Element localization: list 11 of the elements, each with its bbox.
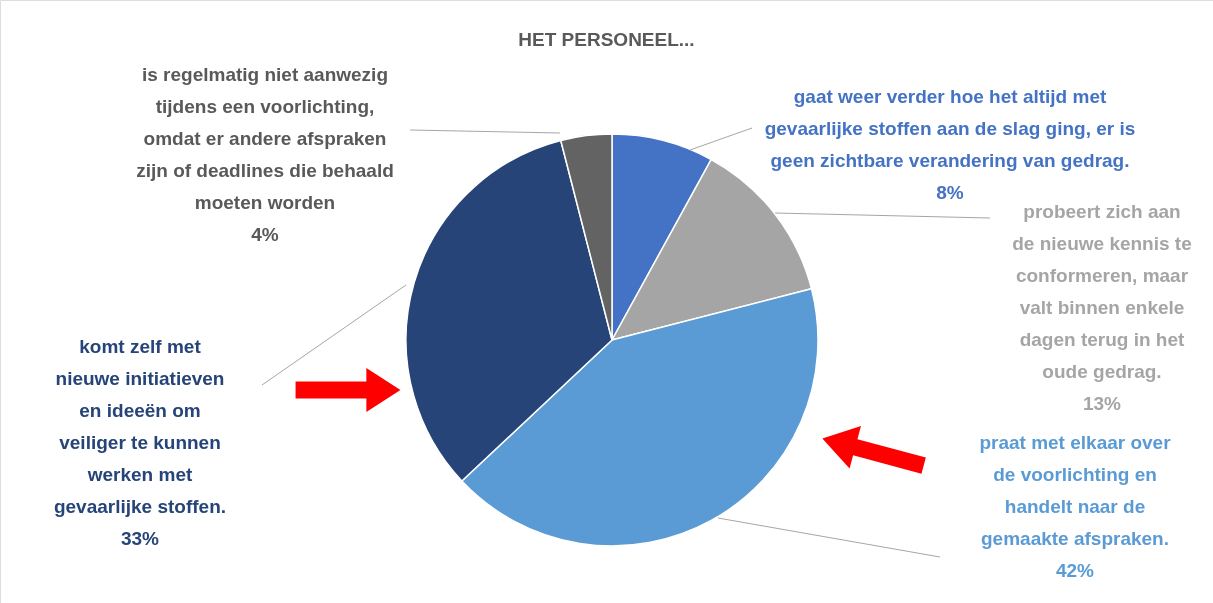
slice-label: probeert zich aan de nieuwe kennis te conformeren, maar valt binnen enkele dagen terug in het oude gedrag.	[1012, 201, 1192, 382]
slice-label: gaat weer verder hoe het altijd met gevaarlijke stoffen aan de slag ging, er is geen zichtbare verandering van gedrag.	[764, 86, 1136, 171]
slice-label: is regelmatig niet aanwezig tijdens een voorlichting, omdat er andere afspraken zijn of deadlines die behaald moeten worden	[136, 64, 394, 213]
data-label: 42%	[1055, 560, 1095, 581]
slice-label: komt zelf met nieuwe initiatieven en ideeën om veiliger te kunnen werken met gevaarlijke stoffen.	[53, 336, 227, 517]
slice-label: praat met elkaar over de voorlichting en handelt naar de gemaakte afspraken.	[979, 432, 1172, 549]
chart-title: HET PERSONEEL...	[518, 29, 695, 50]
data-label: 13%	[1082, 393, 1122, 414]
data-label: 4%	[251, 224, 279, 245]
data-label: 33%	[120, 528, 160, 549]
data-label: 8%	[936, 182, 964, 203]
